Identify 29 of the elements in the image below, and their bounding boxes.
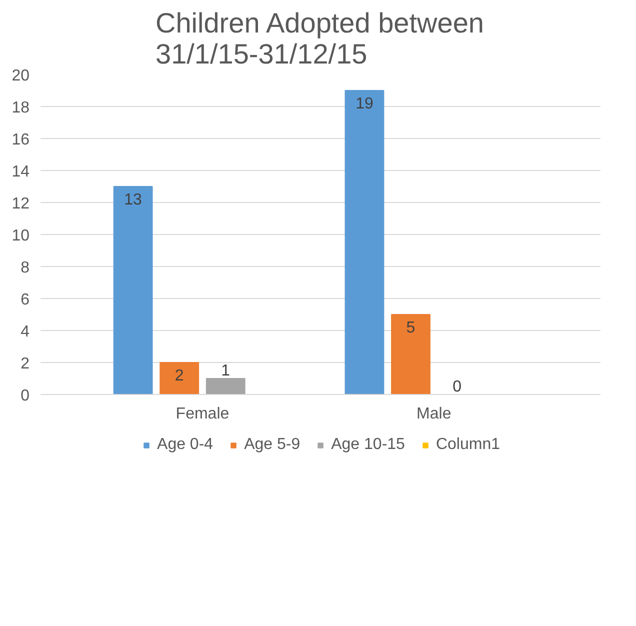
y-tick-label: 20 <box>12 68 30 84</box>
y-tick-label: 8 <box>20 260 30 276</box>
legend-label: Age 0-4 <box>157 436 214 454</box>
y-tick-label: 0 <box>20 388 30 404</box>
bar <box>113 186 153 394</box>
data-label: 1 <box>221 362 230 380</box>
y-tick-label: 12 <box>12 196 30 212</box>
legend-label: Age 10-15 <box>331 436 405 454</box>
x-tick-label: Female <box>176 406 230 422</box>
bar <box>391 314 430 394</box>
y-tick-label: 4 <box>20 324 30 340</box>
y-tick-label: 10 <box>12 228 30 244</box>
data-label: 2 <box>174 368 184 384</box>
data-label: 19 <box>356 96 374 112</box>
y-tick-label: 6 <box>20 292 30 308</box>
bar <box>344 90 384 394</box>
y-tick-label: 18 <box>12 100 30 116</box>
data-label: 0 <box>452 378 462 396</box>
bar <box>160 362 200 394</box>
legend-label: Column1 <box>436 436 500 454</box>
data-label: 13 <box>124 192 142 208</box>
y-tick-label: 14 <box>12 164 30 180</box>
y-tick-label: 2 <box>20 356 30 372</box>
bar <box>206 378 246 394</box>
legend-label: Age 5-9 <box>244 436 300 454</box>
x-tick-label: Male <box>416 406 452 422</box>
data-label: 5 <box>406 320 416 336</box>
y-tick-label: 16 <box>12 132 30 148</box>
chart-title: Children Adopted between 31/1/15-31/12/15 <box>155 8 484 70</box>
